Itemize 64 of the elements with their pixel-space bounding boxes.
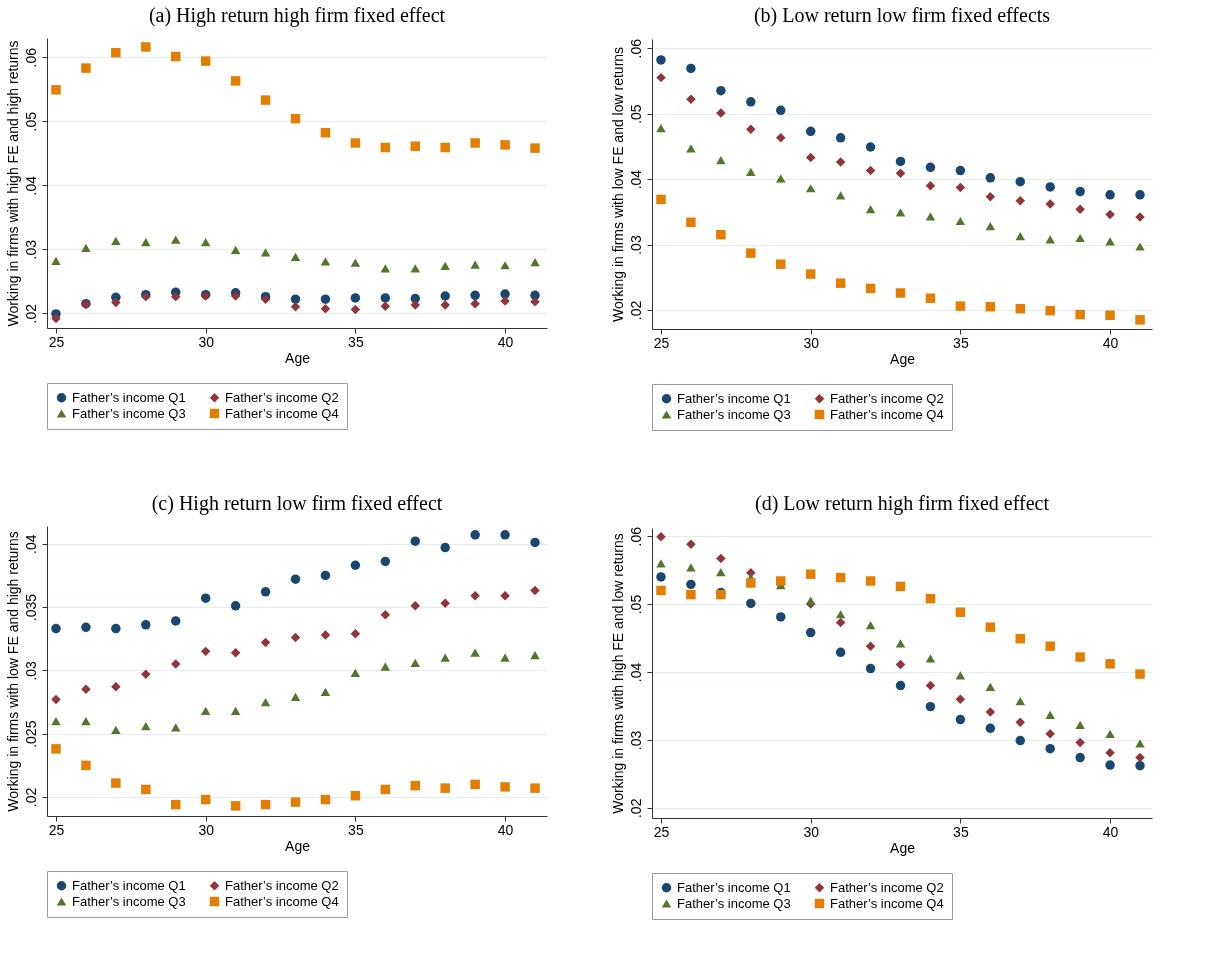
y-axis-title: Working in firms with high FE and high returns (4, 40, 21, 327)
y-tick-label: .04 (22, 534, 39, 554)
y-tick-label: .06 (627, 526, 644, 547)
y-axis-title: Working in firms with low FE and high returns (4, 531, 21, 812)
y-tick-label: .05 (627, 594, 644, 615)
chart-title: (b) Low return low firm fixed effects (753, 4, 1051, 28)
x-tick-label: 35 (348, 333, 364, 350)
y-tick-label: .02 (22, 303, 39, 324)
legend-label: Father’s income Q1 (677, 390, 791, 406)
y-tick-label: .03 (22, 660, 39, 681)
y-tick-label: .025 (22, 720, 39, 748)
y-tick-label: .02 (627, 300, 644, 321)
legend-label: Father’s income Q2 (830, 879, 944, 895)
y-tick-label: .05 (22, 111, 39, 132)
legend-label: Father’s income Q1 (72, 877, 186, 893)
x-axis-title: Age (890, 839, 916, 856)
y-tick-label: .02 (22, 787, 39, 808)
y-tick-label: .035 (22, 593, 39, 622)
x-tick-label: 35 (953, 334, 969, 351)
x-tick-label: 25 (48, 333, 65, 350)
y-axis-title: Working in firms with high FE and low returns (609, 533, 626, 814)
chart-title: (a) High return high firm fixed effect (148, 4, 446, 27)
x-axis-title: Age (285, 349, 311, 366)
y-tick-label: .06 (627, 38, 644, 59)
legend-label: Father’s income Q4 (830, 895, 944, 911)
y-tick-label: .04 (627, 169, 644, 190)
x-tick-label: 25 (653, 823, 670, 840)
x-tick-label: 40 (497, 821, 514, 838)
y-tick-label: .03 (627, 235, 644, 255)
y-tick-label: .05 (627, 104, 644, 124)
chart-title: (d) Low return high firm fixed effect (755, 492, 1050, 516)
legend-label: Father’s income Q1 (72, 389, 186, 405)
y-tick-label: .04 (22, 175, 39, 196)
x-tick-label: 30 (198, 821, 215, 838)
legend-label: Father’s income Q3 (72, 405, 186, 421)
x-tick-label: 40 (1102, 823, 1119, 840)
y-tick-label: .04 (627, 662, 644, 683)
legend-label: Father’s income Q4 (830, 406, 944, 422)
legend-label: Father’s income Q1 (677, 879, 791, 895)
y-tick-label: .06 (22, 47, 39, 68)
x-axis-title: Age (285, 837, 311, 854)
legend-label: Father’s income Q2 (830, 390, 944, 406)
x-tick-label: 25 (48, 821, 65, 838)
legend-label: Father’s income Q3 (677, 406, 791, 422)
legend-label: Father’s income Q3 (677, 895, 791, 911)
x-tick-label: 30 (803, 334, 820, 351)
x-tick-label: 25 (653, 334, 670, 351)
legend-label: Father’s income Q2 (225, 877, 339, 893)
y-tick-label: .03 (627, 730, 644, 751)
x-tick-label: 30 (198, 333, 215, 350)
legend-label: Father’s income Q3 (72, 893, 186, 909)
y-tick-label: .02 (627, 798, 644, 819)
legend-label: Father’s income Q4 (225, 405, 339, 421)
x-tick-label: 40 (1102, 334, 1119, 351)
legend-label: Father’s income Q2 (225, 389, 339, 405)
y-axis-title: Working in firms with low FE and low returns (609, 46, 626, 323)
x-axis-title: Age (890, 350, 916, 367)
x-tick-label: 35 (953, 823, 969, 840)
x-tick-label: 30 (803, 823, 820, 840)
x-tick-label: 40 (497, 333, 514, 350)
y-tick-label: .03 (22, 239, 39, 260)
chart-title: (c) High return low firm fixed effect (151, 492, 443, 515)
x-tick-label: 35 (348, 821, 364, 838)
legend-label: Father’s income Q4 (225, 893, 339, 909)
